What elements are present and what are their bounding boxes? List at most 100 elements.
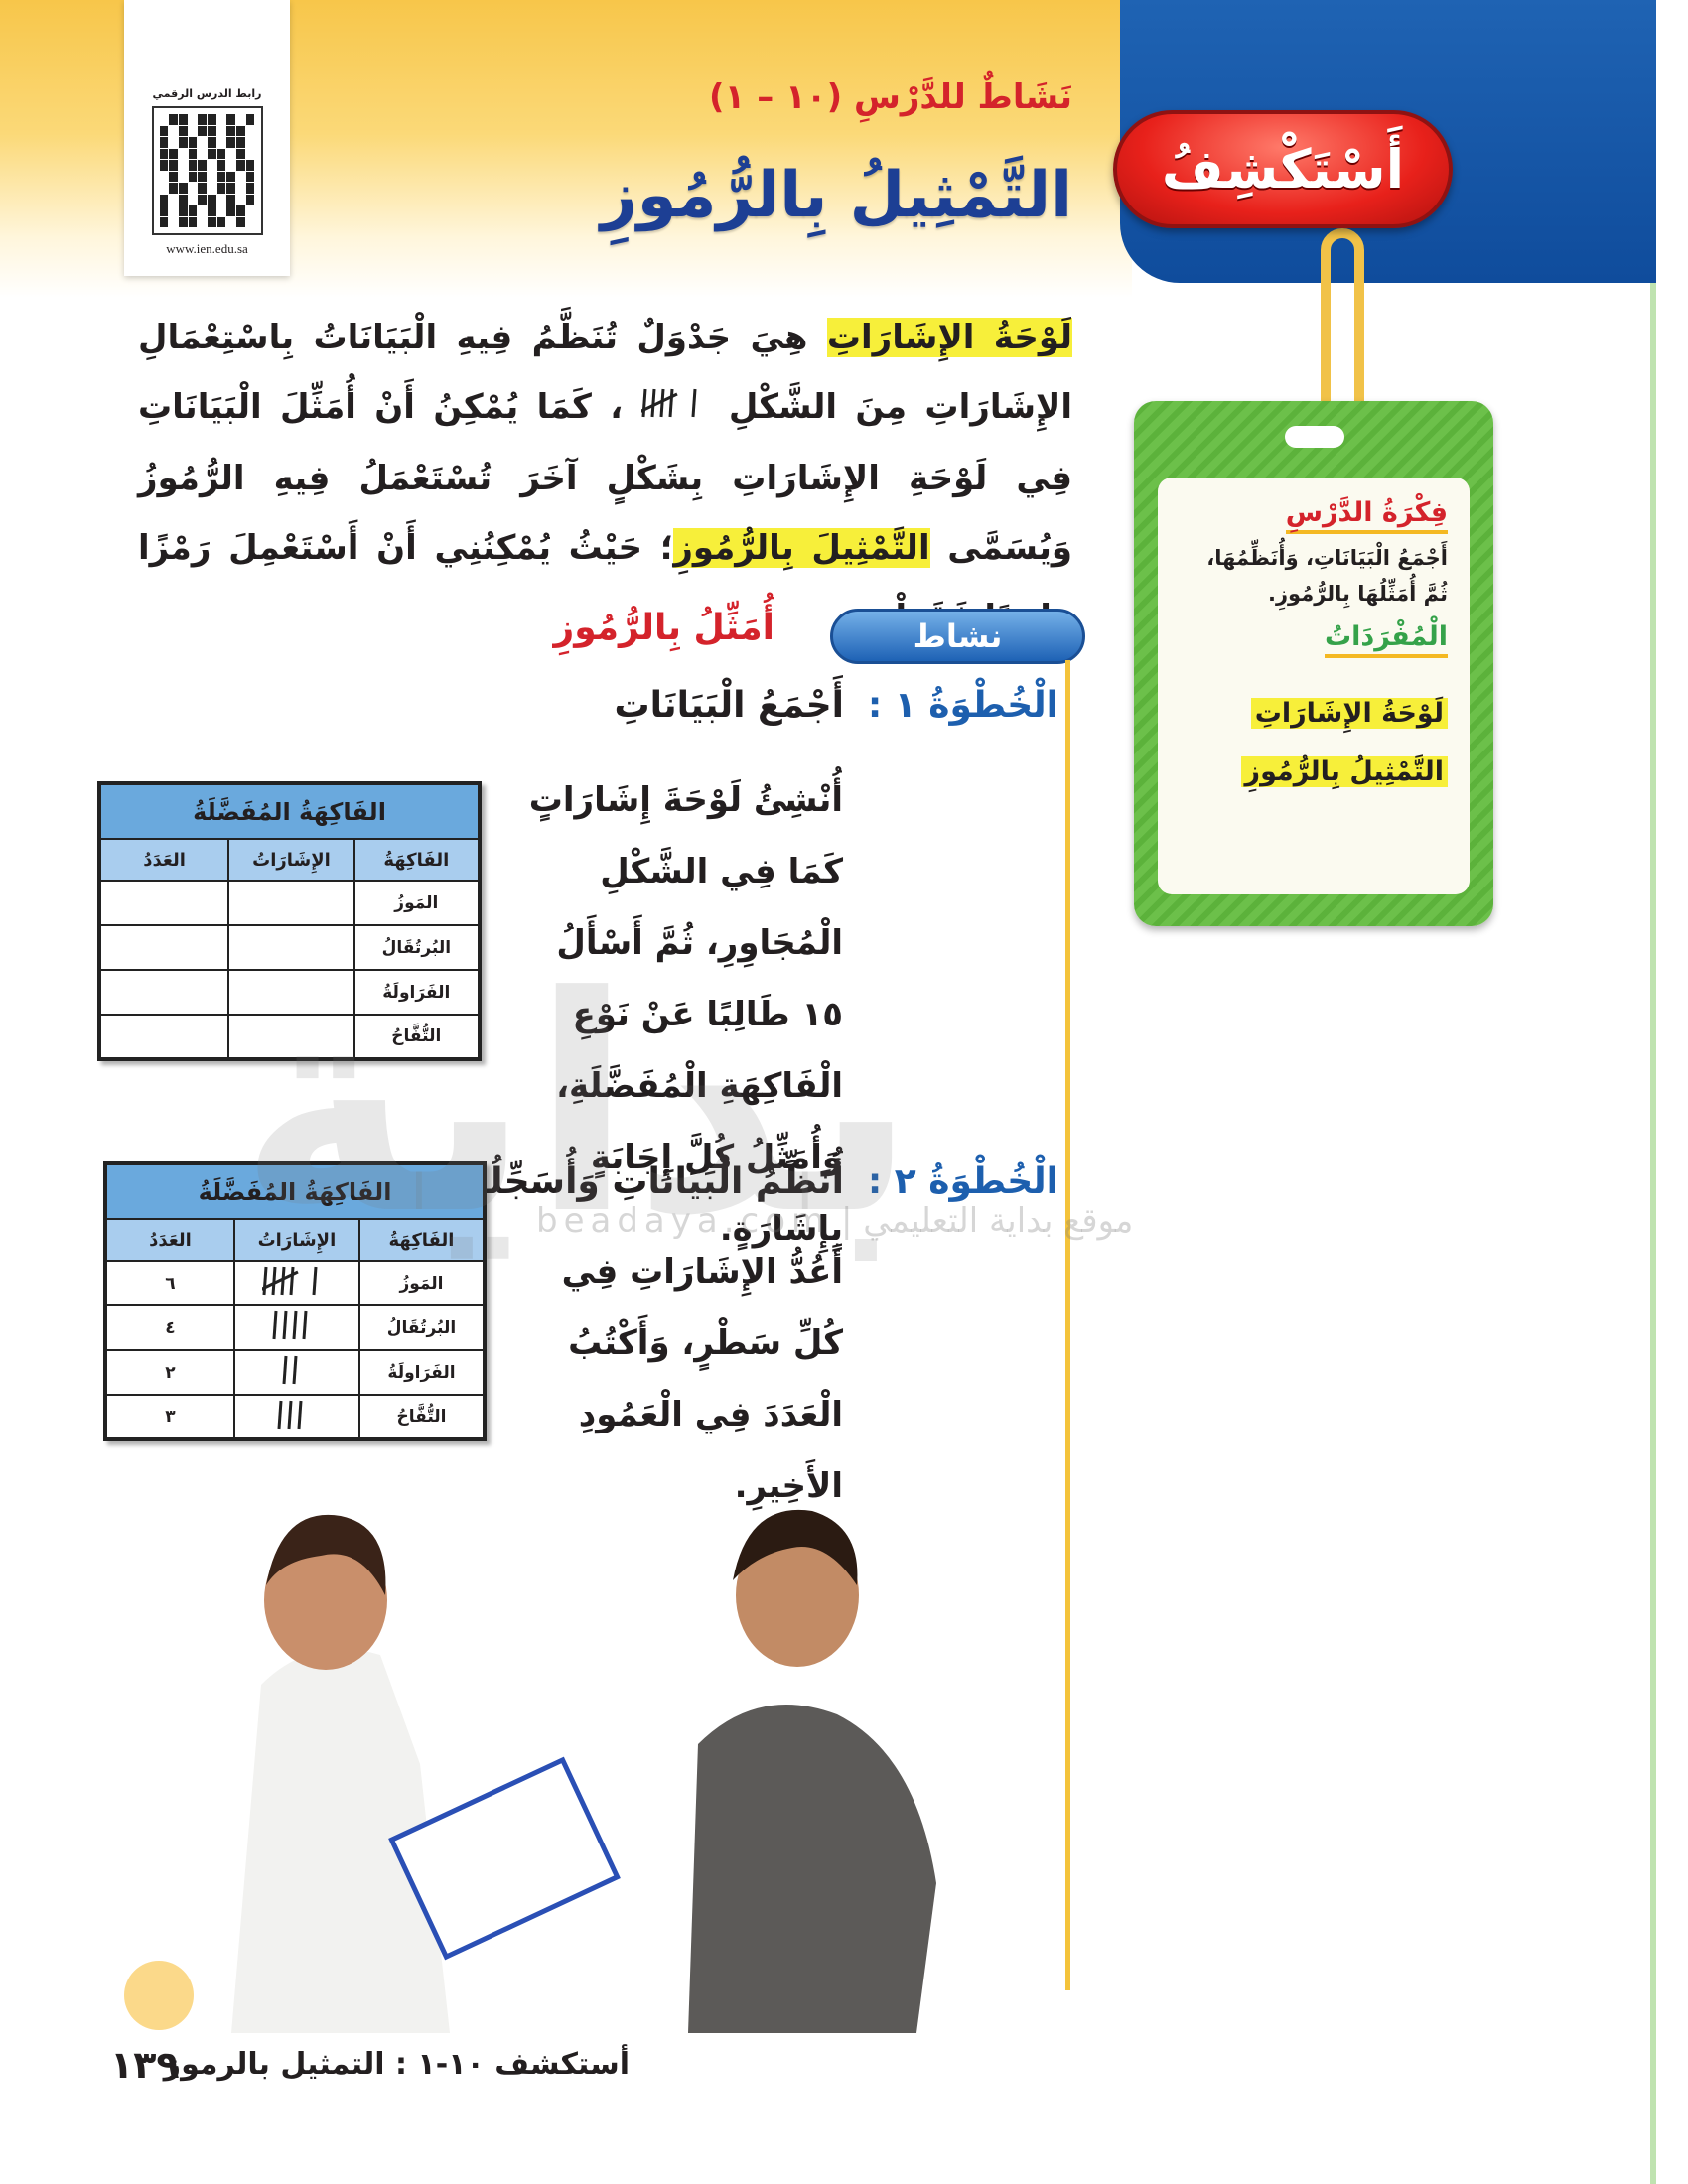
tally-mark — [659, 388, 665, 417]
qr-caption: رابط الدرس الرقمي — [152, 87, 262, 100]
tally-table-filled: الفَاكِهَةُ المُفَضَّلَةُ الفَاكِهَةُ ال… — [103, 1161, 487, 1441]
tally-mark — [280, 1266, 286, 1296]
step-2-text: أَعُدُّ الإِشَارَاتِ فِي كُلِّ سَطْرٍ، و… — [561, 1252, 843, 1506]
tally-mark — [292, 1355, 298, 1385]
tally-mark — [650, 388, 656, 417]
tally-mark — [271, 1266, 277, 1296]
step-1-text: أُنْشِئُ لَوْحَةَ إِشَارَاتٍ كَمَا فِي ا… — [528, 780, 843, 1249]
column-header: العَدَدُ — [104, 1218, 235, 1262]
column-header: الإِشَارَاتُ — [227, 838, 355, 882]
tally-mark — [287, 1400, 293, 1429]
column-header: العَدَدُ — [97, 838, 230, 882]
term-tally-chart: لَوْحَةُ الإِشَارَاتِ — [826, 318, 1072, 357]
tally-cell — [227, 880, 355, 926]
tally-mark — [282, 1310, 288, 1340]
step-1-heading: أَجْمَعُ الْبَيَانَاتِ — [614, 685, 844, 726]
tally-mark — [282, 1355, 288, 1385]
table-row: البُرتُقَالُ ٤ — [104, 1304, 487, 1351]
tally-marks-icon — [637, 374, 711, 444]
table-row: الفَرَاولَةُ — [97, 969, 482, 1016]
step-divider-line — [1065, 660, 1070, 1990]
lesson-idea-text: أَجْمَعُ الْبَيَانَاتِ، وَأُنَظِّمُهَا، … — [1206, 546, 1448, 606]
tally-mark — [272, 1310, 278, 1340]
count-cell — [97, 969, 230, 1016]
table-row: التُّفَّاحُ ٣ — [104, 1394, 487, 1440]
table-row: المَوزُ — [97, 880, 482, 926]
fruit-cell: التُّفَّاحُ — [352, 1014, 482, 1060]
step-2-label: الْخُطْوَةُ ٢ : — [867, 1161, 1058, 1202]
table-row: المَوزُ ٦ — [104, 1260, 487, 1306]
tally-mark — [312, 1266, 318, 1296]
lesson-subtitle: نَشَاطٌ للدَّرْسِ (١٠ – ١) — [709, 77, 1072, 117]
tally-mark — [302, 1310, 308, 1340]
intro-paragraph: لَوْحَةُ الإِشَارَاتِ هِيَ جَدْوَلٌ تُنَ… — [138, 303, 1072, 652]
tally-marks — [637, 388, 697, 417]
column-header: الفَاكِهَةُ — [352, 838, 482, 882]
count-cell — [97, 1014, 230, 1060]
tally-cell — [227, 1014, 355, 1060]
term-pictograph: التَّمْثِيلَ بِالرُّمُوزِ — [673, 527, 930, 568]
tally-marks — [259, 1266, 318, 1296]
students-photo — [231, 1509, 936, 2033]
intro-text: ، كَمَا يُمْكِنُ أَنْ أُمَثِّلَ الْبَيَا… — [138, 387, 1072, 568]
lesson-idea-title: فِكْرَةُ الدَّرْسِ — [1285, 497, 1448, 534]
fruit-cell: البُرتُقَالُ — [352, 924, 482, 971]
table-row: البُرتُقَالُ — [97, 924, 482, 971]
tally-cell — [227, 969, 355, 1016]
table-row: التُّفَّاحُ — [97, 1014, 482, 1060]
page-title: التَّمْثِيلُ بِالرُّمُوزِ — [600, 159, 1072, 232]
count-cell — [97, 880, 230, 926]
fruit-cell: التُّفَّاحُ — [357, 1394, 487, 1440]
tally-cell — [227, 924, 355, 971]
step-1-label: الْخُطْوَةُ ١ : — [867, 685, 1058, 726]
vocab-item: لَوْحَةُ الإِشَارَاتِ — [1250, 698, 1448, 729]
fruit-cell: البُرتُقَالُ — [357, 1304, 487, 1351]
card-content: فِكْرَةُ الدَّرْسِ أَجْمَعُ الْبَيَانَات… — [1158, 478, 1470, 894]
count-cell: ٤ — [104, 1304, 235, 1351]
page-number: ١٣٩ — [110, 2043, 180, 2087]
tally-mark — [691, 388, 697, 417]
table-row: الفَرَاولَةُ ٢ — [104, 1349, 487, 1396]
fruit-cell: المَوزُ — [357, 1260, 487, 1306]
column-header: الإِشَارَاتُ — [232, 1218, 360, 1262]
fruit-cell: المَوزُ — [352, 880, 482, 926]
explore-badge: أَسْتَكْشِفُ — [1113, 110, 1453, 228]
table-caption: الفَاكِهَةُ المُفَضَّلَةُ — [98, 782, 481, 840]
student-gray-thobe — [688, 1509, 936, 2033]
vocab-item: التَّمْثِيلُ بِالرُّمُوزِ — [1240, 756, 1448, 787]
qr-card[interactable]: رابط الدرس الرقمي www.ien.edu.sa — [124, 0, 290, 276]
count-cell: ٦ — [104, 1260, 235, 1306]
fruit-cell: الفَرَاولَةُ — [352, 969, 482, 1016]
tally-mark — [637, 392, 678, 413]
count-cell: ٢ — [104, 1349, 235, 1396]
activity-badge: نشاط — [830, 609, 1085, 664]
tally-mark — [259, 1270, 299, 1292]
tally-cell — [232, 1394, 360, 1440]
tally-mark — [277, 1400, 283, 1429]
tally-mark — [289, 1266, 295, 1296]
tally-mark — [668, 388, 674, 417]
tally-cell — [232, 1260, 360, 1306]
tally-cell — [232, 1349, 360, 1396]
publisher-logo-icon — [124, 1961, 194, 2030]
tally-mark — [641, 388, 647, 417]
step-2-heading: أُنَظِّمُ الْبَيَانَاتِ وَأُسَجِّلُهَا — [452, 1161, 844, 1202]
qr-code-icon[interactable] — [151, 106, 263, 235]
count-cell — [97, 924, 230, 971]
activity-title: أُمَثِّلُ بِالرُّمُوزِ — [553, 608, 774, 648]
footer-lesson-title: أستكشف ١٠-١ : التمثيل بالرموز — [163, 2047, 630, 2082]
fruit-cell: الفَرَاولَةُ — [357, 1349, 487, 1396]
qr-url[interactable]: www.ien.edu.sa — [166, 241, 248, 256]
vocabulary-title: الْمُفْرَدَاتُ — [1325, 621, 1448, 658]
tally-table-empty: الفَاكِهَةُ المُفَضَّلَةُ الفَاكِهَةُ ال… — [97, 781, 482, 1061]
column-header: الفَاكِهَةُ — [357, 1218, 487, 1262]
intro-text: هِيَ جَدْوَلٌ تُنَظَّمُ فِيهِ الْبَيَانَ… — [138, 318, 1072, 427]
tally-marks — [272, 1310, 308, 1340]
tally-marks — [282, 1355, 298, 1385]
card-hole — [1285, 426, 1344, 448]
student-white-thobe — [231, 1514, 621, 2033]
watermark-text: موقع بداية التعليمي | beadaya.com — [536, 1201, 1134, 1241]
tally-mark — [262, 1266, 268, 1296]
tally-mark — [292, 1310, 298, 1340]
lesson-idea-card: فِكْرَةُ الدَّرْسِ أَجْمَعُ الْبَيَانَات… — [1134, 401, 1493, 926]
